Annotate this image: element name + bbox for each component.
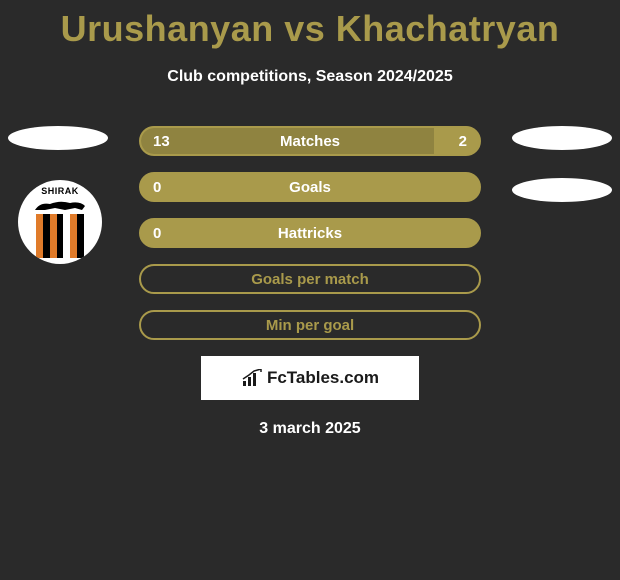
- logo-text: FcTables.com: [267, 368, 379, 388]
- stat-bars: 13 2 Matches 0 Goals 0 Hattricks Goals per matc…: [139, 126, 481, 340]
- stat-bar: 0 Goals: [139, 172, 481, 202]
- stat-bar: Min per goal: [139, 310, 481, 340]
- stat-bar: 13 2 Matches: [139, 126, 481, 156]
- stat-value-left: 0: [153, 225, 161, 242]
- stat-fill-right: [434, 128, 479, 154]
- stat-value-right: 2: [459, 133, 467, 150]
- club-shield: [36, 214, 84, 258]
- page-title: Urushanyan vs Khachatryan: [0, 0, 620, 50]
- page-subtitle: Club competitions, Season 2024/2025: [0, 68, 620, 86]
- stat-bar: 0 Hattricks: [139, 218, 481, 248]
- fctables-logo: FcTables.com: [241, 368, 379, 388]
- fctables-logo-box: FcTables.com: [201, 356, 419, 400]
- stat-label: Matches: [280, 133, 340, 150]
- stat-label: Hattricks: [278, 225, 342, 242]
- comparison-content: SHIRAK 13 2 Matches 0 Goals 0 Hattricks Goals p…: [0, 126, 620, 438]
- date-label: 3 march 2025: [0, 420, 620, 438]
- player-slot-right-1: [512, 126, 612, 150]
- player-slot-left: [8, 126, 108, 150]
- stat-label: Goals per match: [251, 271, 369, 288]
- stat-bar: Goals per match: [139, 264, 481, 294]
- horse-icon: [30, 198, 90, 212]
- stat-value-left: 0: [153, 179, 161, 196]
- chart-icon: [241, 369, 263, 387]
- stat-label: Min per goal: [266, 317, 354, 334]
- club-name: SHIRAK: [41, 186, 79, 196]
- stat-label: Goals: [289, 179, 331, 196]
- player-slot-right-2: [512, 178, 612, 202]
- club-badge-shirak: SHIRAK: [18, 180, 102, 264]
- stat-value-left: 13: [153, 133, 170, 150]
